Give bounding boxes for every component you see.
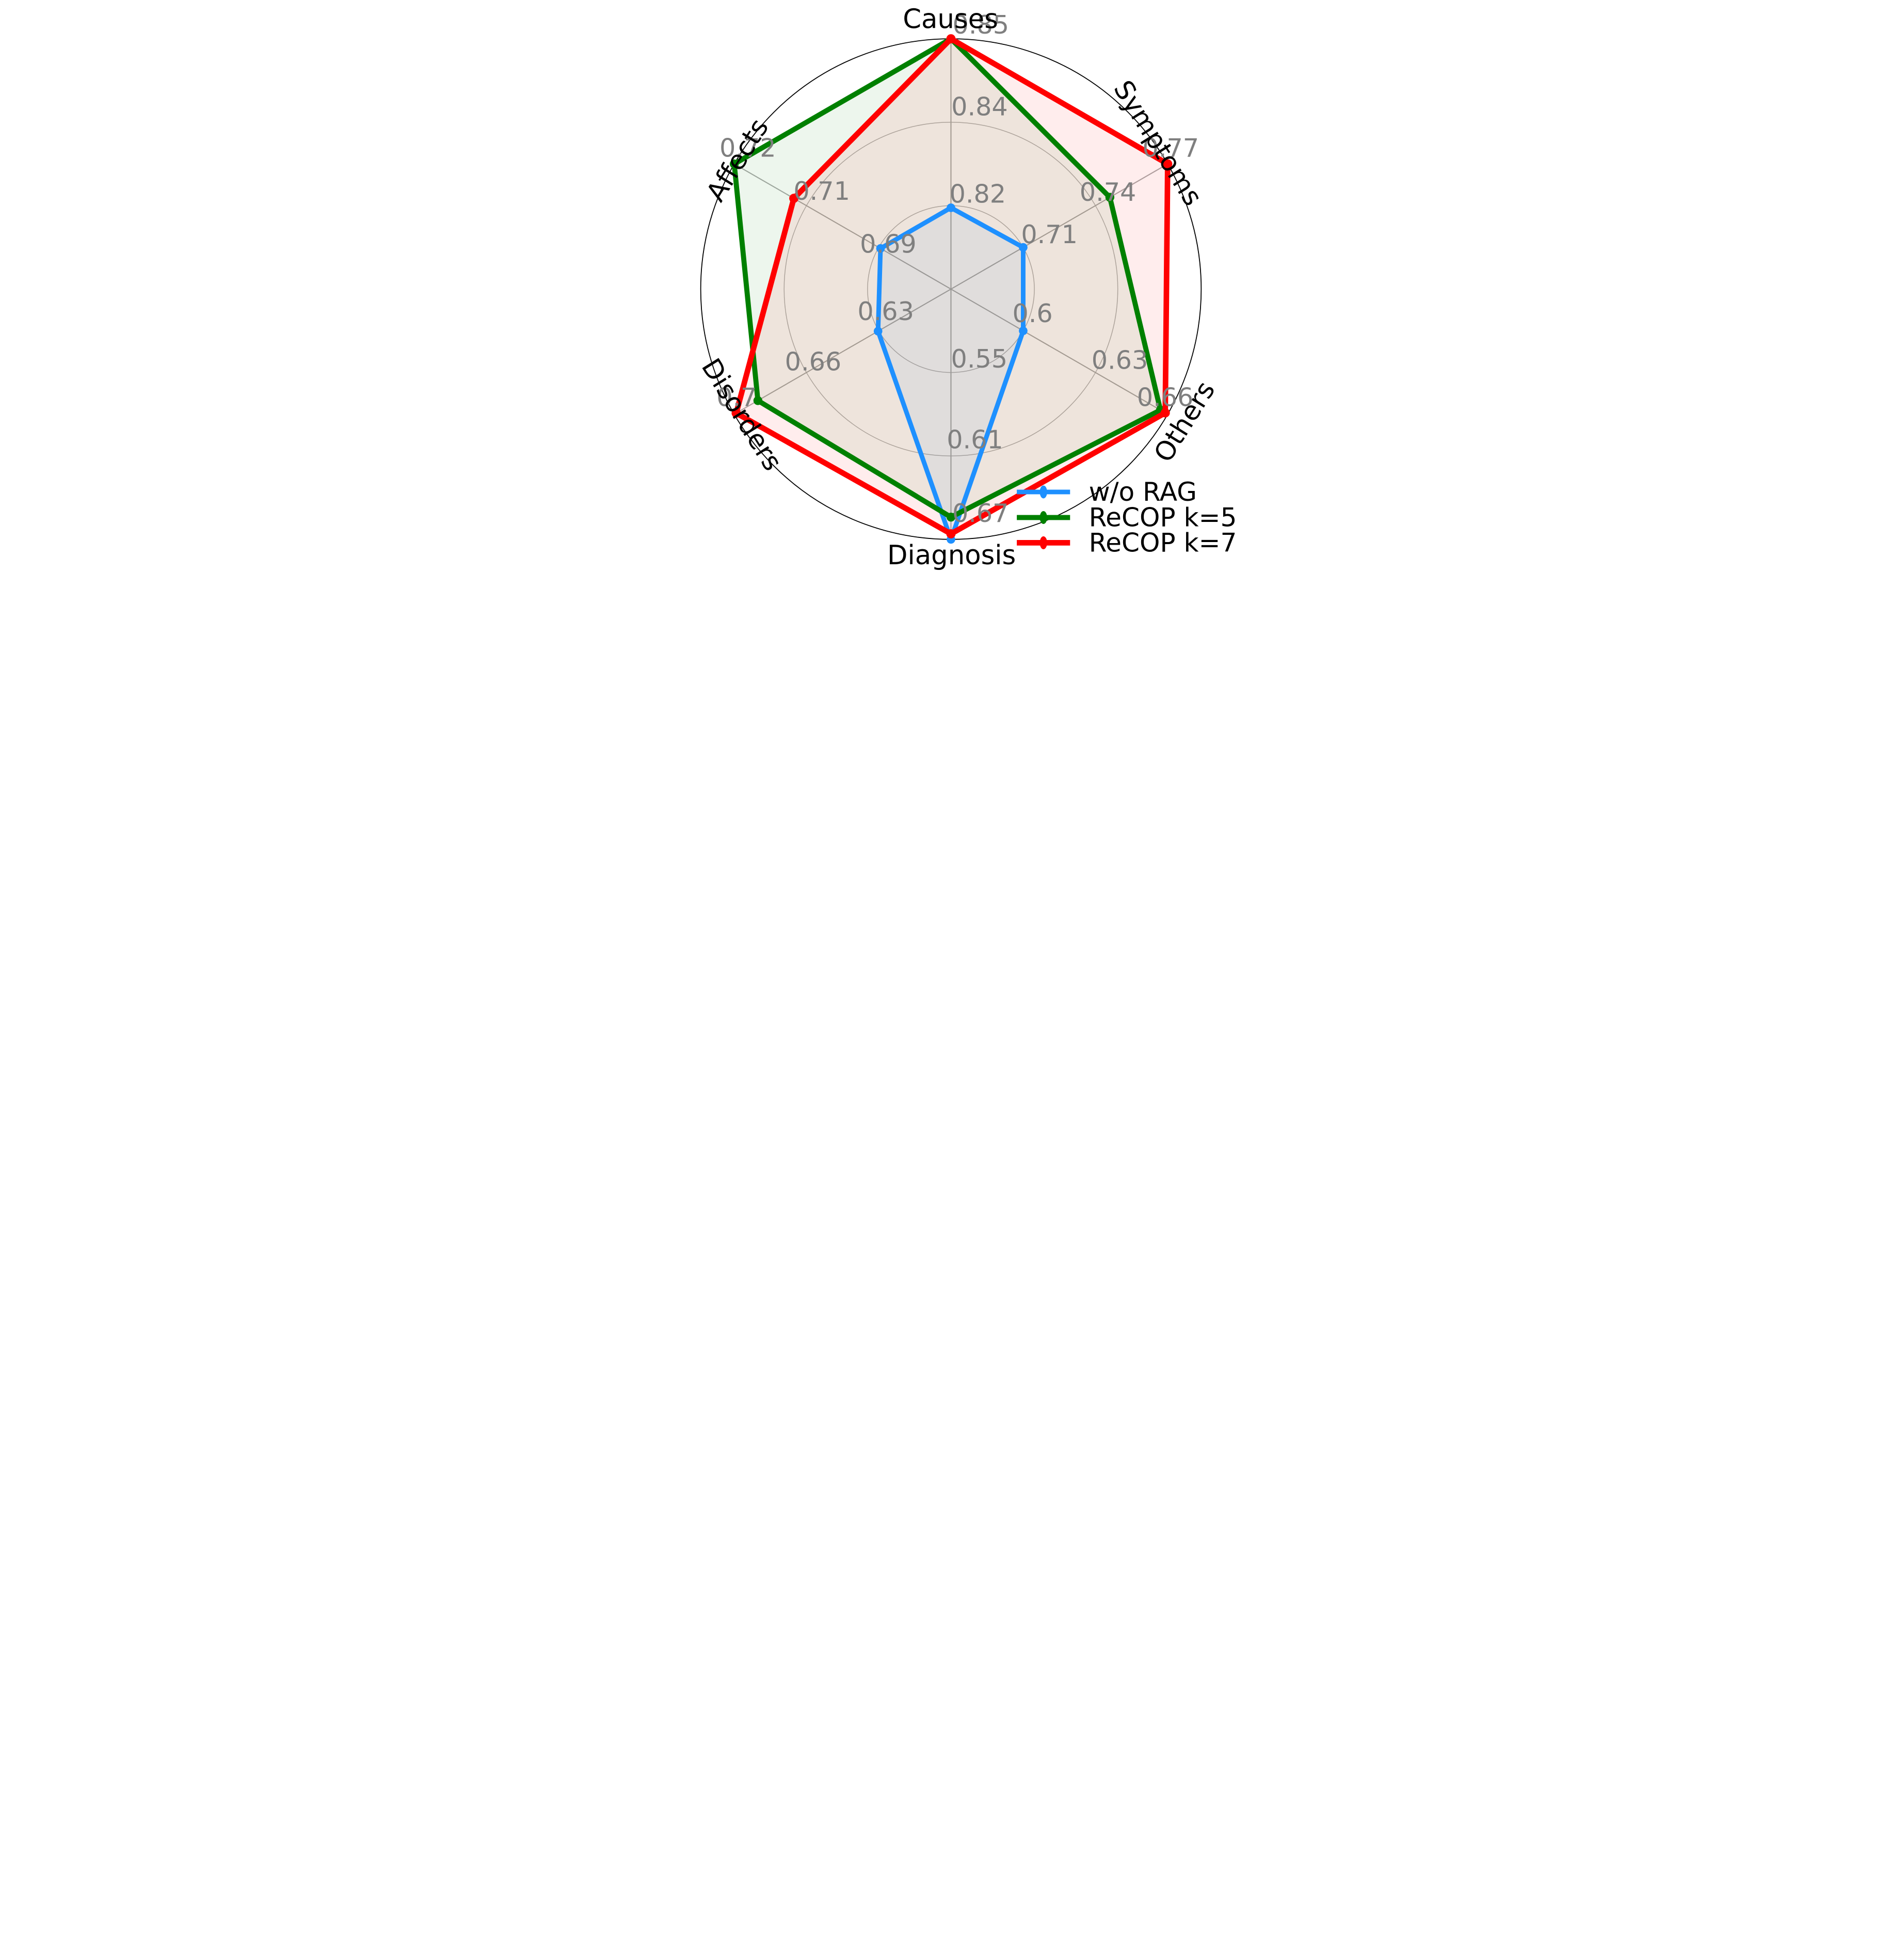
vertex-marker-recop-k-5-affects xyxy=(729,159,739,169)
axis-label-diagnosis: Diagnosis xyxy=(887,540,1016,571)
series-recop-k-7 xyxy=(731,34,1172,539)
axis-spoke-affects xyxy=(733,163,951,290)
tick-label-symptoms-3: 0.77 xyxy=(1142,133,1199,163)
tick-label-causes-3: 0.85 xyxy=(952,10,1009,40)
series-fill-recop-k-5 xyxy=(734,39,1160,517)
vertex-marker-recop-k-5-disorders xyxy=(753,396,762,405)
legend-label-recop-k-7: ReCOP k=7 xyxy=(1089,528,1236,558)
tick-label-diagnosis-3: 0.67 xyxy=(952,498,1009,528)
legend-marker-recop-k-5 xyxy=(1039,511,1047,525)
vertex-marker-recop-k-7-causes xyxy=(946,34,955,44)
axis-spoke-symptoms xyxy=(950,163,1168,290)
line-layer xyxy=(729,34,1172,544)
tick-label-diagnosis-2: 0.61 xyxy=(947,425,1003,455)
tick-label-affects-2: 0.71 xyxy=(793,176,850,206)
vertex-marker-w-o-rag-disorders xyxy=(873,327,883,336)
axis-label-causes: Causes xyxy=(903,4,998,35)
axis-spoke-others xyxy=(950,289,1168,415)
tick-label-diagnosis-1: 0.55 xyxy=(951,344,1007,374)
tick-label-layer: 0.820.840.850.710.740.770.60.630.660.550… xyxy=(716,10,1199,528)
radar-chart: 0.820.840.850.710.740.770.60.630.660.550… xyxy=(695,4,1236,571)
vertex-marker-recop-k-5-symptoms xyxy=(1105,193,1114,202)
vertex-marker-recop-k-7-disorders xyxy=(731,408,741,418)
legend-item-recop-k-7: ReCOP k=7 xyxy=(1016,528,1236,558)
series-fill-w-o-rag xyxy=(877,208,1023,539)
legend-label-w-o-rag: w/o RAG xyxy=(1089,477,1196,507)
tick-label-causes-1: 0.82 xyxy=(949,179,1006,209)
tick-label-symptoms-2: 0.74 xyxy=(1079,177,1136,207)
vertex-marker-w-o-rag-affects xyxy=(876,244,885,253)
vertex-marker-recop-k-7-others xyxy=(1160,408,1170,418)
vertex-marker-w-o-rag-causes xyxy=(946,203,955,212)
legend-label-recop-k-5: ReCOP k=5 xyxy=(1089,502,1236,532)
tick-label-affects-1: 0.69 xyxy=(860,229,917,259)
series-fill-recop-k-7 xyxy=(735,39,1167,534)
vertex-marker-w-o-rag-symptoms xyxy=(1018,243,1028,252)
legend-item-w-o-rag: w/o RAG xyxy=(1016,477,1196,507)
tick-label-disorders-2: 0.66 xyxy=(785,347,841,377)
fill-layer xyxy=(734,39,1167,539)
vertex-marker-recop-k-7-diagnosis xyxy=(946,529,955,539)
legend-marker-w-o-rag xyxy=(1039,485,1047,499)
legend-item-recop-k-5: ReCOP k=5 xyxy=(1016,502,1236,532)
vertex-marker-recop-k-7-symptoms xyxy=(1162,159,1172,169)
vertex-marker-w-o-rag-others xyxy=(1018,326,1028,336)
series-w-o-rag xyxy=(873,203,1028,544)
tick-label-others-2: 0.63 xyxy=(1091,345,1148,375)
axis-spoke-disorders xyxy=(733,289,951,415)
tick-label-symptoms-1: 0.71 xyxy=(1021,219,1078,249)
vertex-marker-recop-k-7-affects xyxy=(789,194,798,203)
tick-label-others-1: 0.6 xyxy=(1012,298,1052,328)
tick-label-affects-3: 0.72 xyxy=(719,133,776,163)
tick-label-disorders-1: 0.63 xyxy=(857,296,914,326)
figure: 0.82 0.84 0.85 0.71 0.74 0.77 0.6 0.63 0.66 0.55 0… xyxy=(668,0,1236,578)
vertex-marker-recop-k-5-diagnosis xyxy=(946,513,955,522)
tick-label-disorders-3: 0.7 xyxy=(716,382,757,412)
tick-label-others-3: 0.66 xyxy=(1137,382,1193,412)
legend-marker-recop-k-7 xyxy=(1039,536,1047,549)
tick-label-causes-2: 0.84 xyxy=(951,91,1008,121)
